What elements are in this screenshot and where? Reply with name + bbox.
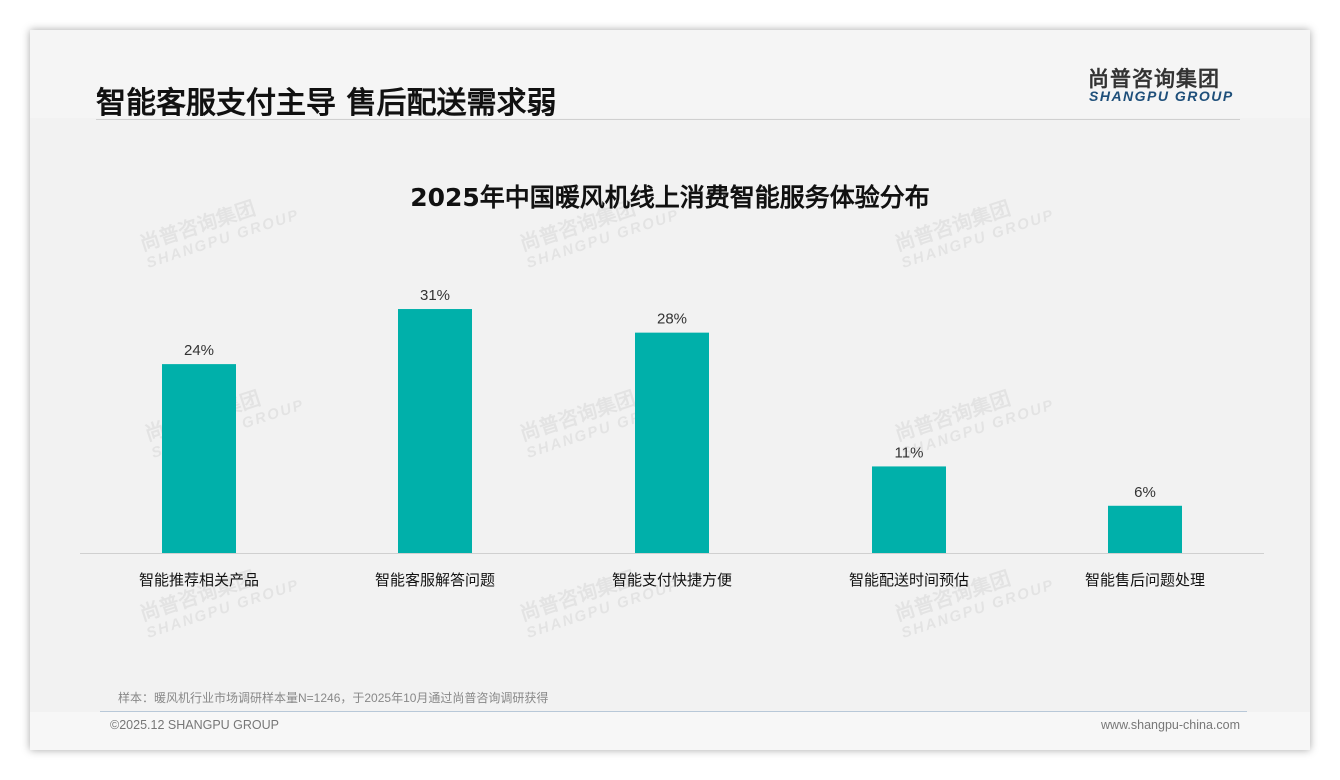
category-label: 智能售后问题处理 [1085,571,1205,589]
copyright: ©2025.12 SHANGPU GROUP [110,718,279,732]
category-label: 智能支付快捷方便 [612,571,732,589]
bar-chart: 24% 智能推荐相关产品 31% 智能客服解答问题 28% 智能支付快捷方便 11% 智能配送… [80,287,1264,589]
footer-divider [100,711,1247,712]
bar [872,466,946,553]
category-label: 智能推荐相关产品 [139,571,259,589]
slide: 智能客服支付主导 售后配送需求弱 尚普咨询集团 SHANGPU GROUP 20… [30,30,1310,750]
bar [635,332,709,553]
divider [96,119,1240,120]
website-url: www.shangpu-china.com [1101,718,1240,732]
data-label: 24% [184,342,214,359]
bar [162,364,236,553]
logo-cn: 尚普咨询集团 [1088,67,1220,91]
chart-title: 2025年中国暖风机线上消费智能服务体验分布 [410,183,930,212]
data-label: 28% [657,311,687,328]
data-label: 31% [420,287,450,304]
header [30,30,1310,118]
bar [1108,505,1182,553]
bar [398,309,472,553]
page-title: 智能客服支付主导 售后配送需求弱 [96,86,557,121]
data-label: 6% [1134,484,1156,501]
footer [30,712,1310,750]
sample-note: 样本：暖风机行业市场调研样本量N=1246，于2025年10月通过尚普咨询调研获… [118,691,549,705]
category-label: 智能配送时间预估 [849,571,969,589]
category-label: 智能客服解答问题 [375,571,495,589]
logo-en: SHANGPU GROUP [1089,88,1234,104]
data-label: 11% [895,444,924,461]
